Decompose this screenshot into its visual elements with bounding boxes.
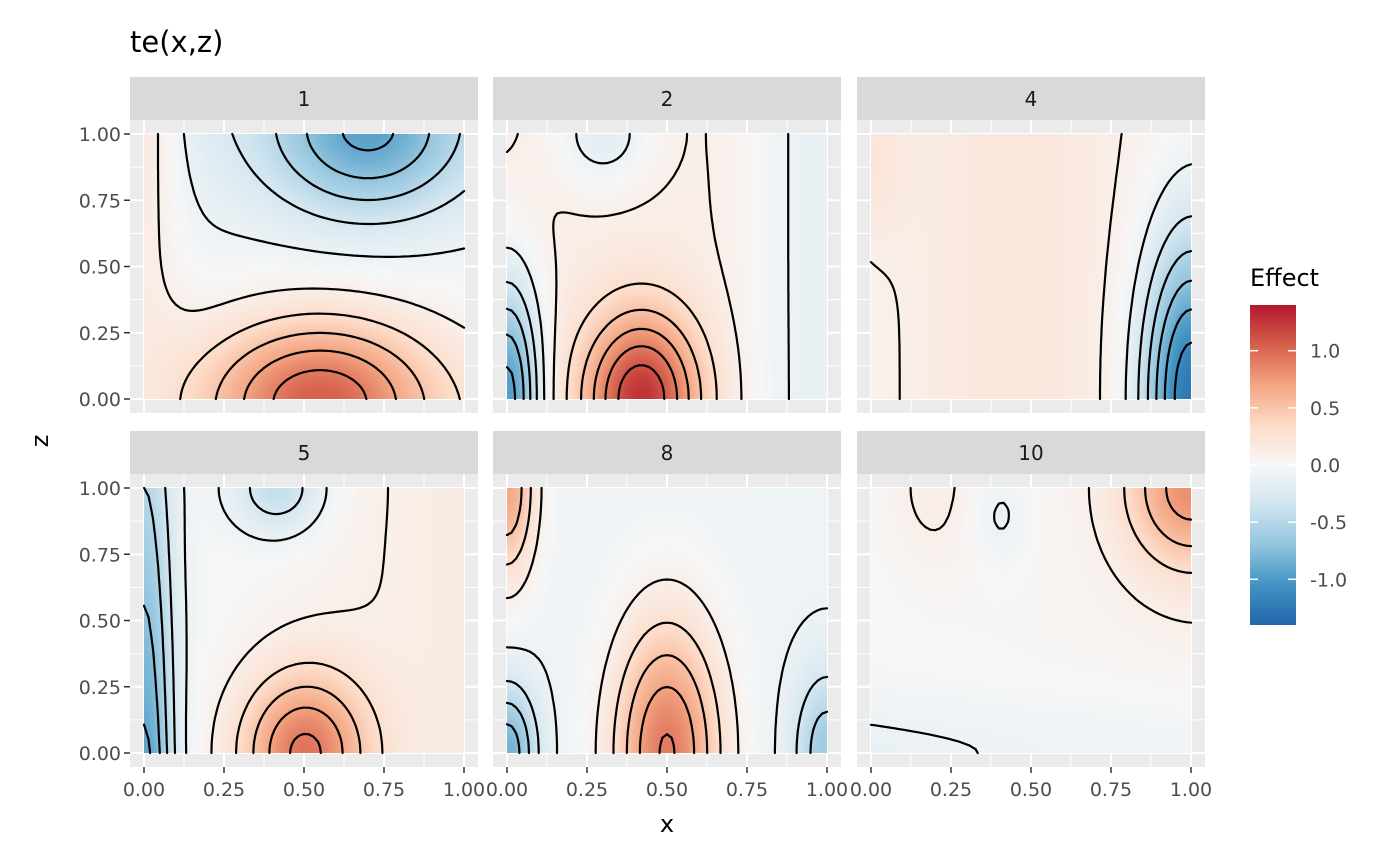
x-tick-label: 1.00 xyxy=(1170,779,1212,801)
y-tick-label: 0.00 xyxy=(79,389,121,411)
y-tick-label: 0.25 xyxy=(79,677,121,699)
x-tick-label: 0.00 xyxy=(850,779,892,801)
contour-lines xyxy=(156,132,466,401)
y-tick-label: 1.00 xyxy=(79,124,121,146)
facet-strip xyxy=(493,431,841,474)
x-tick-label: 1.00 xyxy=(806,779,848,801)
y-tick-label: 0.50 xyxy=(79,257,121,279)
contour-lines xyxy=(505,132,790,401)
y-axis-title: z xyxy=(26,435,54,448)
legend-tick-label: 1.0 xyxy=(1310,341,1340,363)
legend-tick-label: 0.0 xyxy=(1310,455,1340,477)
x-tick-label: 1.00 xyxy=(443,779,485,801)
facet-strip xyxy=(130,431,478,474)
plot-title: te(x,z) xyxy=(130,25,223,59)
effect-heatmap xyxy=(871,134,1191,399)
axes: 0.000.250.500.751.000.000.250.500.751.00… xyxy=(79,124,1212,801)
x-tick-label: 0.25 xyxy=(566,779,608,801)
y-tick-label: 0.50 xyxy=(79,611,121,633)
x-tick-label: 0.50 xyxy=(283,779,325,801)
contour-lines xyxy=(505,486,829,755)
facet-panel-8: 8 xyxy=(493,431,841,767)
facet-strip-label: 5 xyxy=(298,441,311,465)
y-tick-label: 1.00 xyxy=(79,478,121,500)
x-tick-label: 0.00 xyxy=(123,779,165,801)
legend-tick-label: -1.0 xyxy=(1310,569,1347,591)
x-tick-label: 0.50 xyxy=(1010,779,1052,801)
y-tick-label: 0.75 xyxy=(79,544,121,566)
legend: Effect 1.0 0.5 0.0 -0.5 -1.0 xyxy=(1250,264,1347,625)
contour-lines xyxy=(142,486,390,755)
facet-strip xyxy=(857,431,1205,474)
facet-strip-label: 10 xyxy=(1018,441,1043,465)
facet-strip-label: 2 xyxy=(661,87,674,111)
legend-tick-label: 0.5 xyxy=(1310,398,1340,420)
facet-strip-label: 1 xyxy=(298,87,311,111)
x-tick-label: 0.75 xyxy=(363,779,405,801)
facet-strip xyxy=(130,77,478,120)
effect-heatmap xyxy=(144,134,464,399)
y-tick-label: 0.25 xyxy=(79,323,121,345)
x-tick-label: 0.75 xyxy=(726,779,768,801)
facet-strip-label: 8 xyxy=(661,441,674,465)
x-tick-label: 0.25 xyxy=(930,779,972,801)
facet-strip-label: 4 xyxy=(1025,87,1038,111)
effect-heatmap xyxy=(507,134,827,399)
contour-lines xyxy=(869,486,1193,755)
facet-panel-2: 2 xyxy=(493,77,841,413)
effect-heatmap xyxy=(507,488,827,753)
facets: 1 2 4 5 8 10 xyxy=(130,77,1205,767)
facet-strip xyxy=(857,77,1205,120)
legend-tick-label: -0.5 xyxy=(1310,512,1347,534)
facet-panel-5: 5 xyxy=(130,431,478,767)
facet-strip xyxy=(493,77,841,120)
effect-heatmap xyxy=(144,488,464,753)
x-tick-label: 0.25 xyxy=(203,779,245,801)
facet-panel-10: 10 xyxy=(857,431,1205,767)
x-tick-label: 0.50 xyxy=(646,779,688,801)
facet-panel-4: 4 xyxy=(857,77,1205,413)
x-tick-label: 0.75 xyxy=(1090,779,1132,801)
y-tick-label: 0.00 xyxy=(79,743,121,765)
y-tick-label: 0.75 xyxy=(79,190,121,212)
effect-heatmap xyxy=(871,488,1191,753)
x-tick-label: 0.00 xyxy=(486,779,528,801)
x-axis-title: x xyxy=(660,810,674,838)
legend-title: Effect xyxy=(1250,264,1319,292)
facet-panel-1: 1 xyxy=(130,77,478,413)
contour-lines xyxy=(869,132,1193,401)
